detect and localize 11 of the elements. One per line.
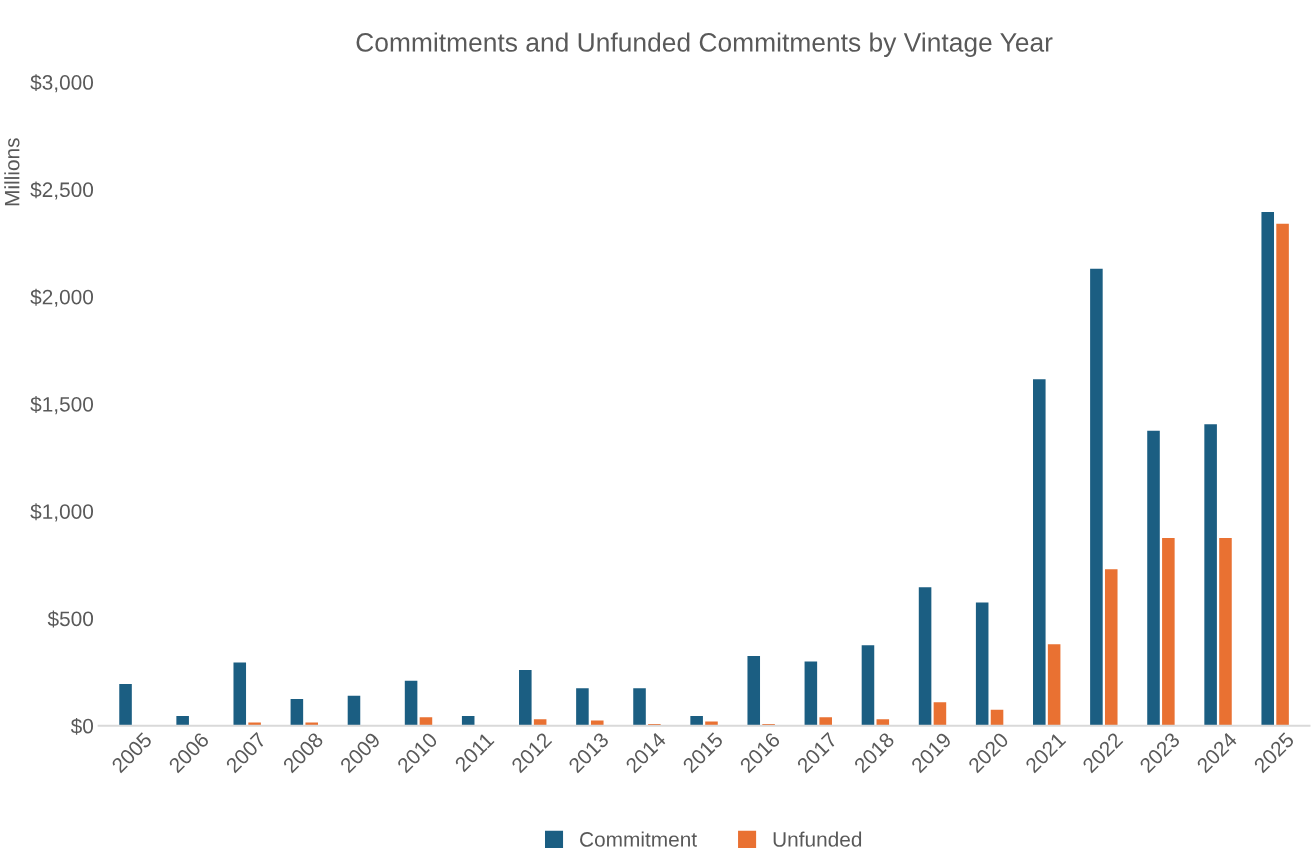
y-tick-label: $0 — [70, 717, 94, 735]
legend-label: Unfunded — [773, 831, 862, 847]
y-tick-label: $500 — [47, 610, 94, 628]
y-tick-label: $2,500 — [30, 181, 94, 200]
y-tick-label: $3,000 — [30, 74, 94, 93]
legend-label: Commitment — [580, 831, 697, 847]
y-tick-label: $2,000 — [30, 288, 94, 307]
y-tick-label: $1,000 — [30, 503, 94, 522]
y-tick-label: $1,500 — [30, 396, 94, 415]
chart-title: Commitments and Unfunded Commitments by Vintage Year — [356, 32, 1053, 57]
y-axis-title: Millions — [4, 138, 20, 206]
